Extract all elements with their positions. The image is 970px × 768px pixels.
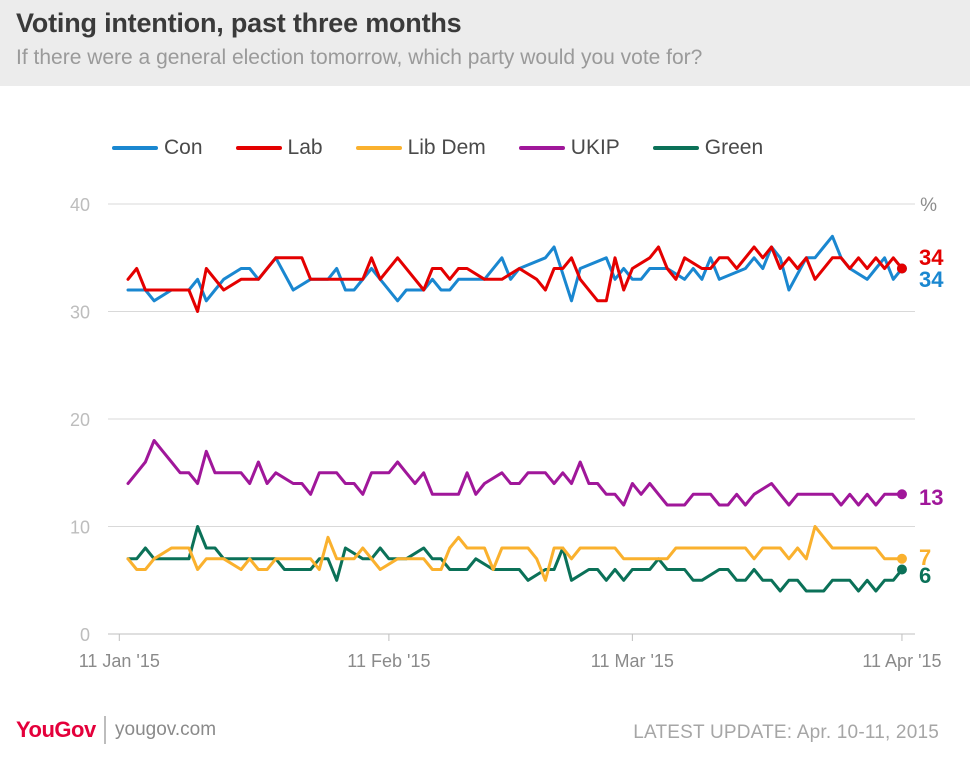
end-label-lab: 34: [919, 245, 944, 270]
y-tick-label: 40: [70, 195, 90, 215]
end-label-lib-dem: 7: [919, 545, 931, 570]
legend-item-green: Green: [652, 136, 764, 160]
legend-swatch-lab: [235, 146, 282, 150]
legend-swatch-libdem: [355, 146, 402, 150]
y-tick-label: 0: [80, 625, 90, 645]
x-tick-label: 11 Apr '15: [862, 651, 941, 671]
legend-item-con: Con: [112, 136, 203, 160]
chart-legend: Con Lab Lib Dem UKIP Green: [112, 134, 796, 162]
series-line-ukip: [126, 439, 904, 507]
series-line-lab: [126, 245, 904, 313]
unit-label: %: [920, 195, 937, 216]
legend-swatch-con: [112, 146, 158, 150]
y-tick-label: 20: [70, 410, 90, 430]
x-tick-label: 11 Jan '15: [79, 651, 160, 671]
legend-label-ukip: UKIP: [570, 136, 620, 159]
legend-swatch-ukip: [518, 146, 565, 150]
series-line-green: [126, 525, 904, 593]
end-label-con: 34: [919, 267, 944, 292]
legend-item-lab: Lab: [235, 136, 323, 160]
chart-title: Voting intention, past three months: [16, 8, 462, 38]
chart-subtitle: If there were a general election tomorro…: [16, 46, 703, 69]
end-point-lib-dem: [896, 553, 907, 564]
end-point-green: [896, 564, 907, 575]
legend-label-libdem: Lib Dem: [407, 136, 486, 159]
legend-item-ukip: UKIP: [518, 136, 620, 160]
latest-update: LATEST UPDATE: Apr. 10-11, 2015: [633, 722, 939, 743]
legend-label-green: Green: [704, 136, 764, 159]
end-point-ukip: [896, 489, 907, 500]
legend-label-con: Con: [164, 136, 203, 159]
series-line-lib-dem: [126, 525, 904, 582]
series-line-con: [126, 234, 904, 303]
yougov-logo: YouGov: [16, 717, 96, 742]
legend-label-lab: Lab: [287, 136, 323, 159]
header-banner: Voting intention, past three months If t…: [0, 0, 970, 86]
y-tick-label: 10: [70, 518, 90, 538]
footer-divider: [104, 716, 106, 744]
end-label-ukip: 13: [919, 485, 943, 510]
footer-url[interactable]: yougov.com: [115, 719, 217, 740]
y-tick-label: 30: [70, 303, 90, 323]
end-point-lab: [896, 263, 907, 274]
legend-item-libdem: Lib Dem: [355, 136, 486, 160]
x-tick-label: 11 Mar '15: [591, 651, 674, 671]
x-tick-label: 11 Feb '15: [347, 651, 430, 671]
legend-swatch-green: [652, 146, 699, 150]
end-label-green: 6: [919, 563, 931, 588]
